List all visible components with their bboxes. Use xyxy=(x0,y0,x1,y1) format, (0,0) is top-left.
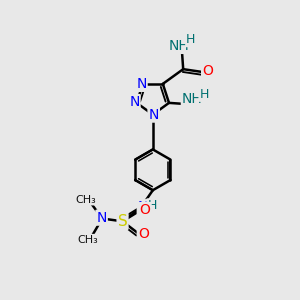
Text: NH: NH xyxy=(169,39,189,53)
Text: H: H xyxy=(186,33,196,46)
Text: N: N xyxy=(138,200,148,214)
Text: N: N xyxy=(136,77,147,91)
Text: NH: NH xyxy=(182,92,202,106)
Text: O: O xyxy=(202,64,213,78)
Text: S: S xyxy=(118,214,128,229)
Text: H: H xyxy=(147,199,157,212)
Text: N: N xyxy=(148,108,159,122)
Text: O: O xyxy=(140,203,151,217)
Text: N: N xyxy=(96,211,107,225)
Text: H: H xyxy=(200,88,209,101)
Text: CH₃: CH₃ xyxy=(75,194,96,205)
Text: N: N xyxy=(129,95,140,109)
Text: O: O xyxy=(138,227,148,241)
Text: CH₃: CH₃ xyxy=(77,235,98,245)
